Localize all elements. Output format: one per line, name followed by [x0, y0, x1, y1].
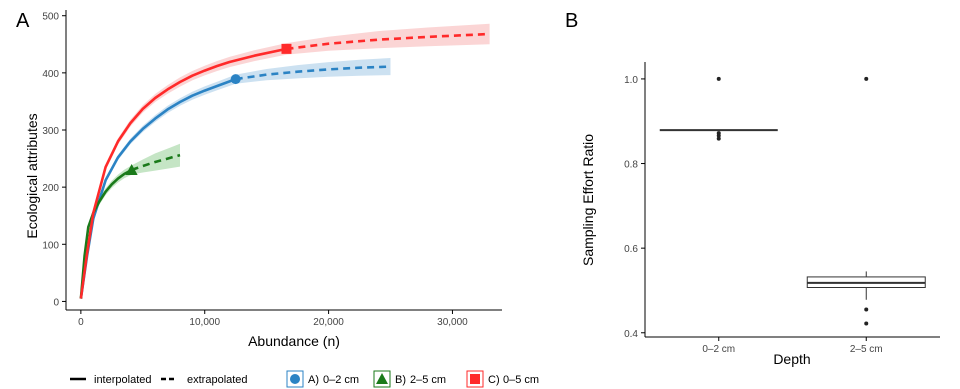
panel-a-lines	[79, 32, 490, 299]
panel-a-markers	[125, 43, 292, 175]
y-tick-label: 0	[53, 297, 59, 308]
y-tick-label: 200	[42, 183, 59, 194]
extrapolated-line-0-2-cm	[235, 65, 391, 81]
y-tick-label: 500	[42, 12, 59, 23]
panel-a-x-ticks: 0 10,000 20,000 30,000	[78, 310, 468, 328]
panel-b-outliers	[716, 76, 869, 326]
outlier-point	[864, 76, 869, 81]
legend-item-a: A) 0–2 cm	[286, 370, 359, 388]
legend-item-b-label: 2–5 cm	[410, 374, 446, 386]
interpolated-line-2-5-cm	[79, 168, 133, 299]
outlier-point	[716, 136, 721, 141]
outlier-point	[716, 133, 721, 138]
observed-point-0-2-cm	[230, 74, 241, 85]
y-tick-label: 0.8	[624, 160, 638, 171]
legend-item-a-key: A)	[308, 374, 319, 386]
panel-b-plot-area	[645, 62, 940, 337]
panel-b-label: B	[565, 10, 578, 32]
ci-band-0-2-cm	[80, 58, 391, 299]
y-tick-label: 1.0	[624, 75, 638, 86]
panel-b-x-axis-label: Depth	[773, 351, 810, 367]
legend-item-b-key: B)	[395, 374, 406, 386]
panel-a-plot-area	[66, 10, 502, 310]
observed-point-0-5-cm	[281, 43, 292, 54]
outlier-point	[864, 321, 869, 326]
legend-interpolated-label: interpolated	[94, 374, 152, 386]
legend-item-c-label: 0–5 cm	[503, 374, 539, 386]
panel-b-x-ticks: 0–2 cm 2–5 cm	[702, 337, 883, 355]
x-tick-label: 30,000	[437, 317, 468, 328]
y-tick-label: 0.6	[624, 244, 638, 255]
y-tick-label: 0.4	[624, 329, 638, 340]
legend-item-b: B) 2–5 cm	[373, 370, 446, 388]
interpolated-line-0-5-cm	[79, 47, 287, 299]
panel-b-boxes	[659, 129, 926, 300]
legend-item-a-label: 0–2 cm	[323, 374, 359, 386]
panel-a-label: A	[16, 10, 30, 32]
legend-item-c-key: C)	[488, 374, 500, 386]
x-tick-label: 10,000	[189, 317, 220, 328]
x-tick-label: 20,000	[313, 317, 344, 328]
legend-item-c: C) 0–5 cm	[466, 370, 539, 388]
panel-a-y-axis-label: Ecological attributes	[24, 113, 40, 238]
outlier-point	[864, 307, 869, 312]
panel-a-chart: 0 10,000 20,000 30,000 0 100 200 300 400 500 Abu…	[24, 10, 502, 349]
panel-b-y-axis-label: Sampling Effort Ratio	[580, 134, 596, 266]
y-tick-label: 100	[42, 240, 59, 251]
x-tick-label: 2–5 cm	[850, 344, 883, 355]
extrapolated-line-0-5-cm	[286, 32, 490, 51]
panel-a-legend: interpolated extrapolated A) 0–2 cm B) 2…	[70, 370, 539, 388]
x-tick-label: 0–2 cm	[702, 344, 735, 355]
legend-triangle-marker	[376, 373, 388, 384]
panel-a-x-axis-label: Abundance (n)	[248, 333, 340, 349]
legend-square-marker	[470, 374, 480, 384]
y-tick-label: 400	[42, 69, 59, 80]
legend-extrapolated-label: extrapolated	[187, 374, 248, 386]
outlier-point	[716, 76, 721, 81]
extrapolated-line-2-5-cm	[131, 153, 181, 172]
panel-b-y-ticks: 0.4 0.6 0.8 1.0	[624, 75, 645, 340]
panel-b-chart: 0–2 cm 2–5 cm 0.4 0.6 0.8 1.0 Depth Sampling…	[580, 62, 940, 367]
y-tick-label: 300	[42, 126, 59, 137]
observed-point-2-5-cm	[125, 164, 138, 175]
x-tick-label: 0	[78, 317, 84, 328]
legend-circle-marker	[290, 374, 300, 384]
panel-a-y-ticks: 0 100 200 300 400 500	[42, 12, 66, 308]
interpolated-line-0-2-cm	[79, 77, 237, 299]
